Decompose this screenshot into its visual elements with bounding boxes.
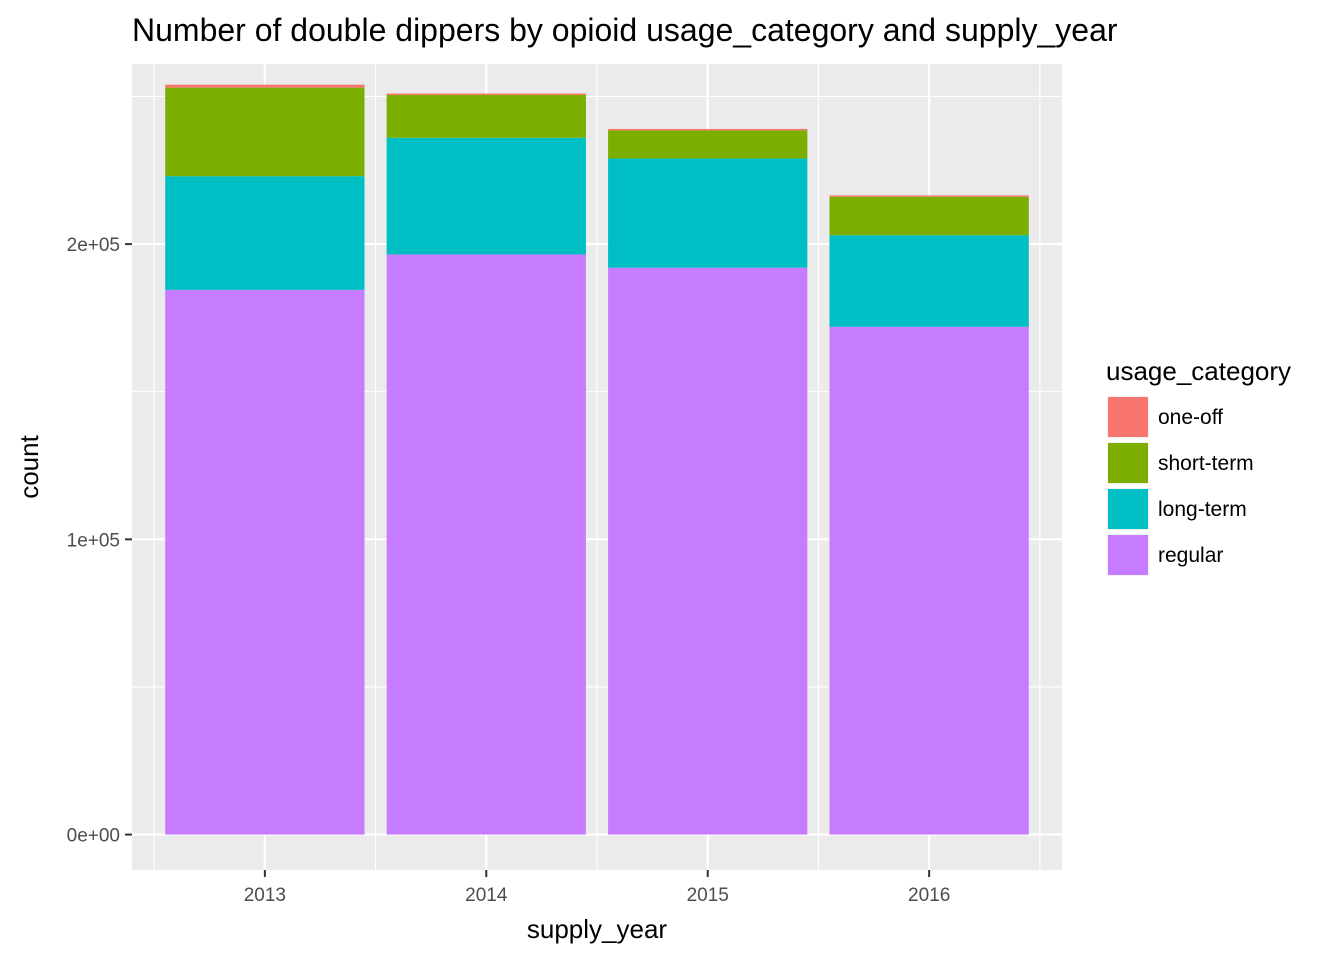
bar-2016-regular [829,326,1029,835]
legend-label-short-term: short-term [1158,452,1254,475]
legend-swatch-long-term [1108,489,1148,529]
legend-label-one-off: one-off [1158,406,1223,429]
x-axis-title: supply_year [527,914,668,944]
y-tick-label: 0e+00 [67,826,120,847]
bar-2014-long-term [386,137,586,255]
bar-2014-regular [386,254,586,835]
bar-2013-short-term [165,87,365,177]
legend-swatch-short-term [1108,443,1148,483]
bar-2013-one-off [165,84,365,88]
legend-swatch-one-off [1108,397,1148,437]
x-tick-label: 2014 [465,885,508,906]
bar-2015-one-off [608,128,808,131]
legend-swatch-regular [1108,535,1148,575]
legend-label-long-term: long-term [1158,498,1247,521]
bar-2013-regular [165,289,365,835]
bars [165,84,1029,835]
x-tick-label: 2016 [908,885,950,906]
chart-title: Number of double dippers by opioid usage… [132,12,1118,48]
bar-2016-short-term [829,196,1029,236]
y-tick-label: 2e+05 [67,235,120,256]
bar-2014-short-term [386,95,586,138]
bar-2013-long-term [165,176,365,290]
x-tick-label: 2015 [687,885,729,906]
y-tick-label: 1e+05 [67,530,120,551]
bar-2014-one-off [386,93,586,95]
y-axis-title: count [14,434,44,498]
legend: usage_category one-off short-term long-ter… [1106,356,1291,576]
bar-2015-long-term [608,158,808,268]
legend-title: usage_category [1106,356,1291,386]
bar-2016-one-off [829,195,1029,197]
bar-2015-short-term [608,130,808,159]
x-tick-label: 2013 [244,885,286,906]
legend-label-regular: regular [1158,544,1223,567]
bar-2016-long-term [829,235,1029,327]
y-axis: 0e+00 1e+05 2e+05 [67,235,132,847]
x-axis: 2013 2014 2015 2016 [244,870,950,906]
bar-2015-regular [608,267,808,835]
